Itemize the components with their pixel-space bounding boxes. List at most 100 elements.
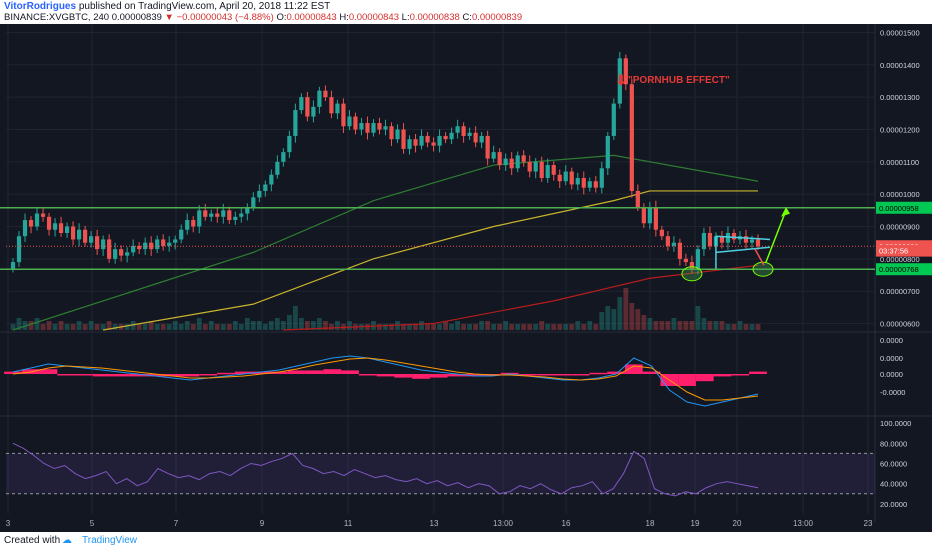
macd-histogram-bar xyxy=(39,369,58,374)
candle-body xyxy=(203,210,208,217)
author-link[interactable]: VitorRodrigues xyxy=(4,1,77,12)
volume-bar xyxy=(701,318,707,330)
candle-body xyxy=(539,161,544,178)
annotation-label: "PORNHUB EFFECT" xyxy=(628,75,730,86)
volume-bar xyxy=(725,324,731,330)
y-tick-label: 0.00000900 xyxy=(880,223,920,232)
candle-body xyxy=(521,155,526,162)
volume-bar xyxy=(479,321,485,330)
volume-bar xyxy=(40,324,46,330)
volume-bar xyxy=(160,324,166,330)
high-value: 0.00000843 xyxy=(348,12,400,23)
x-tick-label: 13 xyxy=(430,519,439,528)
volume-bar xyxy=(329,324,334,330)
drawings[interactable] xyxy=(681,207,790,282)
macd-histogram-bar xyxy=(199,374,217,376)
candle-body xyxy=(191,220,196,227)
chart-canvas[interactable]: 3 5 7 9 11 13 13:00 16 18 19 20 13:00 23 0.00001500 0.… xyxy=(0,24,932,532)
candle-body xyxy=(395,129,400,140)
publish-info: published on TradingView.com, April 20, … xyxy=(78,1,331,12)
candle-body xyxy=(593,181,598,188)
macd-histogram-bar xyxy=(4,371,22,374)
macd-histogram-bar xyxy=(323,369,342,374)
moving-average-line xyxy=(283,264,759,331)
volume-bar xyxy=(683,321,689,330)
volume-bar xyxy=(719,321,725,330)
volume-bar xyxy=(407,324,412,330)
volume-bar xyxy=(196,318,202,330)
macd-histogram-bar xyxy=(146,374,164,377)
candle-body xyxy=(437,135,442,146)
volume-bar xyxy=(503,321,509,330)
candle-body xyxy=(233,216,238,221)
volume-bar xyxy=(208,321,214,330)
candle-body xyxy=(563,171,568,182)
candle-body xyxy=(359,123,364,130)
candle-body xyxy=(107,239,112,259)
volume-bar xyxy=(695,306,701,330)
candle-body xyxy=(401,129,406,149)
candle-body xyxy=(89,236,94,243)
candle-body xyxy=(599,168,604,188)
candle-body xyxy=(263,184,268,191)
volume-bar xyxy=(605,306,611,330)
volume-bar xyxy=(82,324,88,330)
candle-body xyxy=(575,178,580,185)
macd-histogram-bar xyxy=(216,372,235,375)
x-tick-label: 18 xyxy=(646,519,655,528)
open-value: 0.00000843 xyxy=(286,12,337,23)
candle-body xyxy=(479,135,484,143)
footer: Created with ☁ TradingView xyxy=(0,532,932,550)
tradingview-brand[interactable]: TradingView xyxy=(82,535,138,546)
rsi-y-tick-label: 80.0000 xyxy=(880,439,907,448)
price-pane[interactable] xyxy=(0,51,875,331)
volume-bar xyxy=(755,324,761,330)
x-tick-label: 9 xyxy=(260,519,265,528)
candle-body xyxy=(443,135,448,140)
macd-histogram-bar xyxy=(358,374,377,376)
candle-body xyxy=(581,178,586,188)
ohlc-line: BINANCE:XVGBTC, 240 0.00000839 ▼ −0.0000… xyxy=(4,12,522,23)
price-label-box xyxy=(876,263,932,276)
candle-body xyxy=(647,207,652,224)
up-arrow-line[interactable] xyxy=(765,210,787,263)
volume-bar xyxy=(437,324,442,330)
volume-bar xyxy=(449,324,454,330)
y-tick-label: 0.00001400 xyxy=(880,61,920,70)
candle-body xyxy=(383,126,388,130)
moving-average-line xyxy=(12,154,759,331)
macd-histogram-bar xyxy=(252,371,271,374)
volume-bar xyxy=(371,321,376,330)
candle-body xyxy=(16,236,22,263)
green-circle-marker[interactable] xyxy=(681,266,703,282)
macd-y-tick-label: 0.0000 xyxy=(880,354,903,363)
x-tick-label: 20 xyxy=(733,519,742,528)
volume-bar xyxy=(16,318,22,330)
volume-bar xyxy=(647,318,653,330)
down-arrow-line[interactable] xyxy=(754,248,765,266)
open-label: O: xyxy=(276,12,287,23)
pennant-top-line[interactable] xyxy=(715,235,771,241)
rsi-pane[interactable] xyxy=(6,442,875,497)
volume-bar xyxy=(28,321,34,330)
volume-bar xyxy=(749,324,755,330)
candle-body xyxy=(407,139,412,149)
volume-bar xyxy=(238,324,244,330)
macd-histogram-bar xyxy=(749,371,767,374)
volume-bar xyxy=(148,321,154,330)
volume-bar xyxy=(250,321,256,330)
candle-body xyxy=(731,232,737,240)
candle-body xyxy=(341,103,346,127)
rsi-line xyxy=(12,442,759,497)
volume-bar xyxy=(130,321,136,330)
candle-body xyxy=(137,245,142,250)
volume-bar xyxy=(431,324,436,330)
macd-histogram-bar xyxy=(554,374,572,376)
macd-pane[interactable] xyxy=(4,355,767,407)
candle-body xyxy=(701,232,707,250)
candle-body xyxy=(299,97,304,111)
pennant-bottom-line[interactable] xyxy=(715,246,771,254)
candle-body xyxy=(527,161,532,172)
macd-histogram-bar xyxy=(589,372,608,375)
macd-histogram-bar xyxy=(394,374,413,378)
